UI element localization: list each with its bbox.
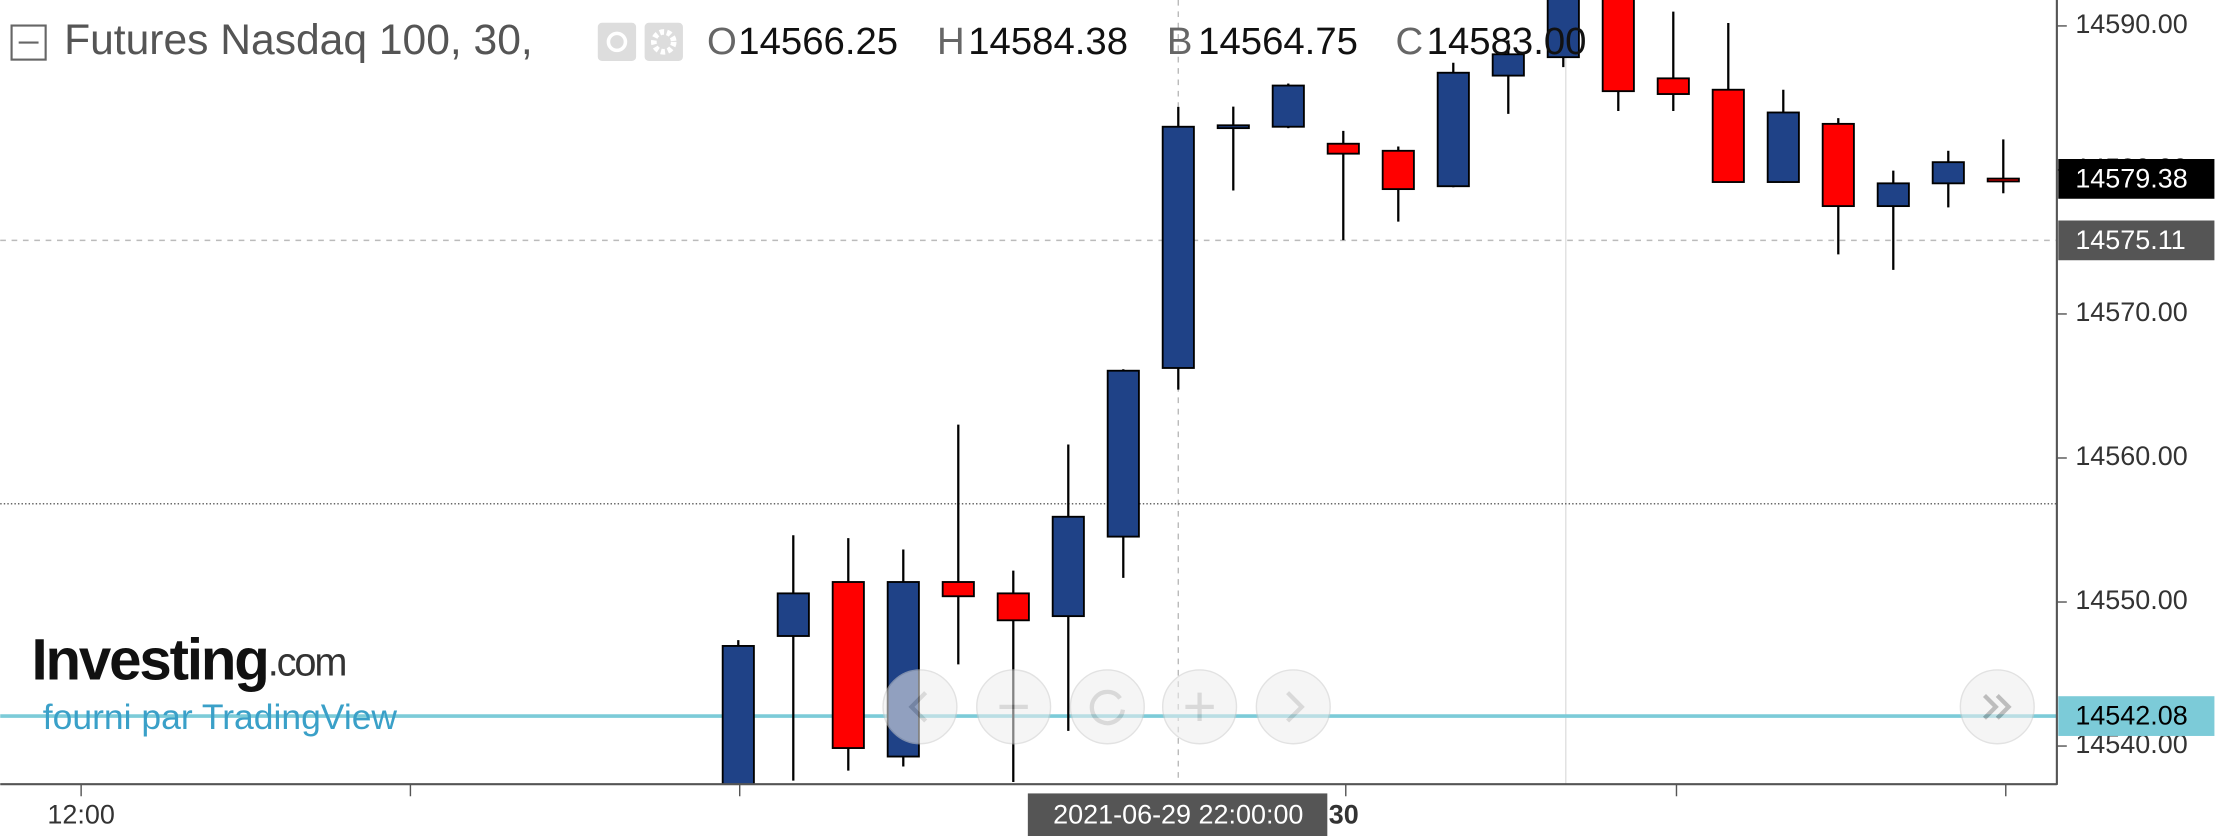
- y-tick-label: 14560.00: [2075, 441, 2187, 471]
- candle-body: [776, 592, 810, 637]
- collapse-icon[interactable]: [10, 24, 47, 61]
- watermark-suffix: .com: [268, 640, 346, 684]
- overlay: 14579.38 14575.11 14542.08 2021-06-29 22:00…: [1027, 159, 2215, 836]
- scroll-left-button[interactable]: [882, 669, 958, 745]
- y-tick-label: 14550.00: [2075, 585, 2187, 615]
- scroll-right-button[interactable]: [1255, 669, 1331, 745]
- eye-icon: [606, 31, 628, 53]
- candle-body: [1876, 182, 1910, 208]
- candle-body: [1491, 53, 1525, 77]
- candle-body: [1436, 71, 1470, 188]
- candle-body: [721, 645, 755, 784]
- watermark-brand-name: Investing: [31, 628, 267, 693]
- candle-body: [1326, 142, 1360, 155]
- nav-buttons: [882, 669, 2035, 745]
- time-label: 12:00: [47, 799, 114, 829]
- crosshair-time-box: [1027, 793, 1328, 836]
- y-tick-label: 14590.00: [2075, 9, 2187, 39]
- candle-body: [1271, 84, 1305, 128]
- ohlc-value: 14583.00: [1427, 20, 1587, 63]
- candle-body: [1601, 0, 1635, 93]
- candle-body: [1216, 124, 1250, 130]
- price-label-box: [2058, 220, 2215, 261]
- candle-body: [1711, 88, 1745, 183]
- time-ticks: [80, 784, 2007, 797]
- candle-body: [831, 581, 865, 749]
- ohlc-value: 14566.25: [738, 20, 898, 63]
- candle-body: [1161, 125, 1195, 369]
- watermark-provider: fourni par TradingView: [43, 697, 398, 737]
- icon: [908, 691, 928, 723]
- candle-body: [1656, 77, 1690, 95]
- watermark-brand: Investing.com: [31, 628, 345, 693]
- settings-button[interactable]: [644, 22, 683, 62]
- price-label: 14575.11: [2075, 225, 2185, 255]
- crosshair-time-label: 2021-06-29 22:00:00: [1053, 799, 1303, 829]
- ohlc-value: 14584.38: [968, 20, 1128, 63]
- candle-body: [1931, 161, 1965, 185]
- ohlc-key: C: [1395, 20, 1423, 63]
- icon: [1286, 691, 1305, 723]
- time-label: 30: [1329, 799, 1359, 829]
- ohlc-key: B: [1167, 20, 1193, 63]
- icon: [1089, 689, 1126, 726]
- icon: [1982, 693, 2012, 720]
- icon: [1185, 692, 1214, 722]
- price-label-box: [2058, 159, 2215, 199]
- symbol-title: Futures Nasdaq 100, 30,: [64, 16, 533, 64]
- ohlc-value: 14564.75: [1198, 20, 1358, 63]
- candle-body: [941, 581, 975, 598]
- ohlc-key: O: [707, 20, 737, 63]
- candle-body: [1546, 0, 1580, 59]
- candle-body: [996, 592, 1030, 622]
- candle-body: [1766, 111, 1800, 183]
- ohlc-key: H: [937, 20, 965, 63]
- candle-body: [1986, 177, 2020, 183]
- price-label: 14579.38: [2075, 163, 2187, 193]
- reset-button[interactable]: [1069, 669, 1145, 745]
- candle-body: [1821, 122, 1855, 208]
- visibility-button[interactable]: [597, 22, 637, 62]
- plot-area: [721, 0, 2020, 784]
- candle-body: [1051, 515, 1085, 618]
- y-tick-label: 14570.00: [2075, 297, 2187, 327]
- price-label: 14542.08: [2075, 701, 2187, 731]
- ohlc-header: O 14566.25 H 14584.38 B 14564.75 C 14583.00: [707, 20, 1586, 63]
- candle-body: [1381, 149, 1415, 191]
- candle-body: [1106, 369, 1140, 538]
- price-label-box: [2058, 696, 2215, 736]
- gear-icon: [651, 29, 677, 55]
